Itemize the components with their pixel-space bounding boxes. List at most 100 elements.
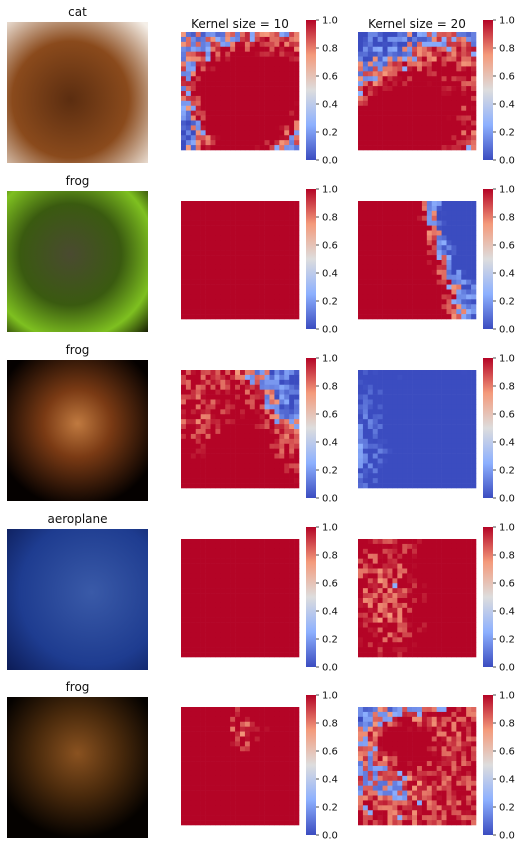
heatmap-cell	[377, 215, 383, 221]
heatmap-cell	[436, 617, 442, 623]
heatmap-cell	[244, 409, 251, 415]
heatmap-cell	[289, 91, 295, 97]
heatmap-cell	[181, 448, 187, 454]
heatmap-cell	[421, 370, 428, 376]
heatmap-cell	[392, 404, 398, 410]
heatmap-cell	[377, 32, 383, 38]
heatmap-cell	[387, 468, 393, 474]
heatmap-cell	[259, 424, 265, 430]
heatmap-cell	[225, 71, 231, 77]
heatmap-cell	[249, 622, 256, 628]
heatmap-cell	[377, 553, 383, 559]
heatmap-cell	[377, 468, 383, 474]
heatmap-cell	[279, 404, 285, 410]
heatmap-cell	[181, 726, 187, 732]
heatmap-cell	[190, 483, 197, 489]
heatmap-cell	[181, 210, 187, 217]
heatmap-cell	[358, 409, 364, 415]
heatmap-cell	[279, 448, 285, 454]
heatmap-cell	[185, 225, 192, 231]
heatmap-cell	[466, 573, 472, 579]
heatmap-cell	[402, 429, 408, 435]
heatmap-cell	[372, 409, 378, 415]
heatmap-cell	[205, 140, 211, 146]
heatmap-cell	[210, 607, 216, 614]
heatmap-cell	[220, 46, 226, 52]
colorbar-tick-label: 0.8	[322, 213, 338, 224]
heatmap-cell	[181, 201, 187, 207]
heatmap-cell	[392, 468, 398, 474]
heatmap-cell	[269, 746, 275, 752]
heatmap-cell	[402, 370, 408, 376]
heatmap-cell	[372, 51, 378, 57]
heatmap-cell	[289, 115, 295, 121]
heatmap-cell	[195, 632, 201, 638]
heatmap-cell	[446, 71, 452, 77]
heatmap-cell	[195, 622, 201, 628]
heatmap-cell	[205, 255, 211, 261]
heatmap-cell	[466, 617, 472, 623]
heatmap-cell	[185, 269, 192, 276]
heatmap-cell	[210, 240, 216, 246]
heatmap-cell	[235, 468, 241, 474]
heatmap-cell	[205, 250, 211, 256]
heatmap-cell	[431, 433, 437, 440]
heatmap-cell	[461, 250, 467, 256]
heatmap-cell	[436, 230, 442, 236]
heatmap-cell	[269, 721, 275, 727]
heatmap-cell	[451, 558, 457, 564]
heatmap-cell	[225, 309, 231, 315]
heatmap-cell	[254, 741, 260, 747]
heatmap-cell	[181, 135, 187, 141]
heatmap-cell	[240, 374, 246, 381]
heatmap-cell	[426, 578, 433, 584]
heatmap-cell	[367, 95, 374, 102]
heatmap-cell	[382, 468, 388, 474]
heatmap-cell	[358, 81, 364, 87]
heatmap-cell	[215, 100, 221, 107]
colorbar-tick-label: 0.0	[322, 156, 338, 167]
heatmap-cell	[441, 51, 447, 57]
heatmap-cell	[254, 140, 260, 146]
heatmap-cell	[195, 250, 201, 256]
heatmap-cell	[451, 463, 457, 469]
heatmap-cell	[259, 453, 265, 459]
heatmap-cell	[249, 105, 256, 111]
heatmap-cell	[279, 558, 285, 564]
heatmap-cell	[259, 736, 265, 742]
heatmap-cell	[397, 588, 403, 594]
heatmap-cell	[220, 438, 226, 445]
heatmap-cell	[372, 66, 378, 72]
heatmap-cell	[215, 637, 221, 643]
heatmap-cell	[264, 289, 270, 295]
heatmap-cell	[358, 448, 364, 454]
heatmap-cell	[235, 279, 241, 285]
heatmap-cell	[274, 424, 280, 430]
heatmap-cell	[441, 215, 447, 221]
heatmap-cell	[466, 593, 472, 599]
heatmap-cell	[254, 568, 260, 574]
heatmap-cell	[402, 419, 408, 425]
heatmap-cell	[289, 588, 295, 594]
heatmap-cell	[461, 294, 467, 300]
heatmap-cell	[289, 384, 295, 390]
heatmap-cell	[284, 473, 290, 479]
heatmap-cell	[210, 563, 216, 569]
heatmap-cell	[249, 453, 256, 459]
heatmap-cell	[407, 210, 413, 217]
heatmap-cell	[230, 235, 236, 241]
heatmap-cell	[249, 716, 256, 723]
heatmap-cell	[274, 473, 280, 479]
heatmap-cell	[402, 95, 408, 102]
heatmap-cell	[284, 61, 290, 67]
heatmap-cell	[382, 294, 388, 300]
heatmap-cell	[471, 424, 477, 430]
heatmap-cell	[377, 279, 383, 285]
heatmap-cell	[244, 642, 251, 648]
heatmap-cell	[426, 429, 433, 435]
heatmap-cell	[185, 726, 192, 732]
heatmap-cell	[436, 205, 442, 212]
heatmap-cell	[264, 568, 270, 574]
heatmap-cell	[215, 736, 221, 742]
heatmap-cell	[235, 384, 241, 390]
